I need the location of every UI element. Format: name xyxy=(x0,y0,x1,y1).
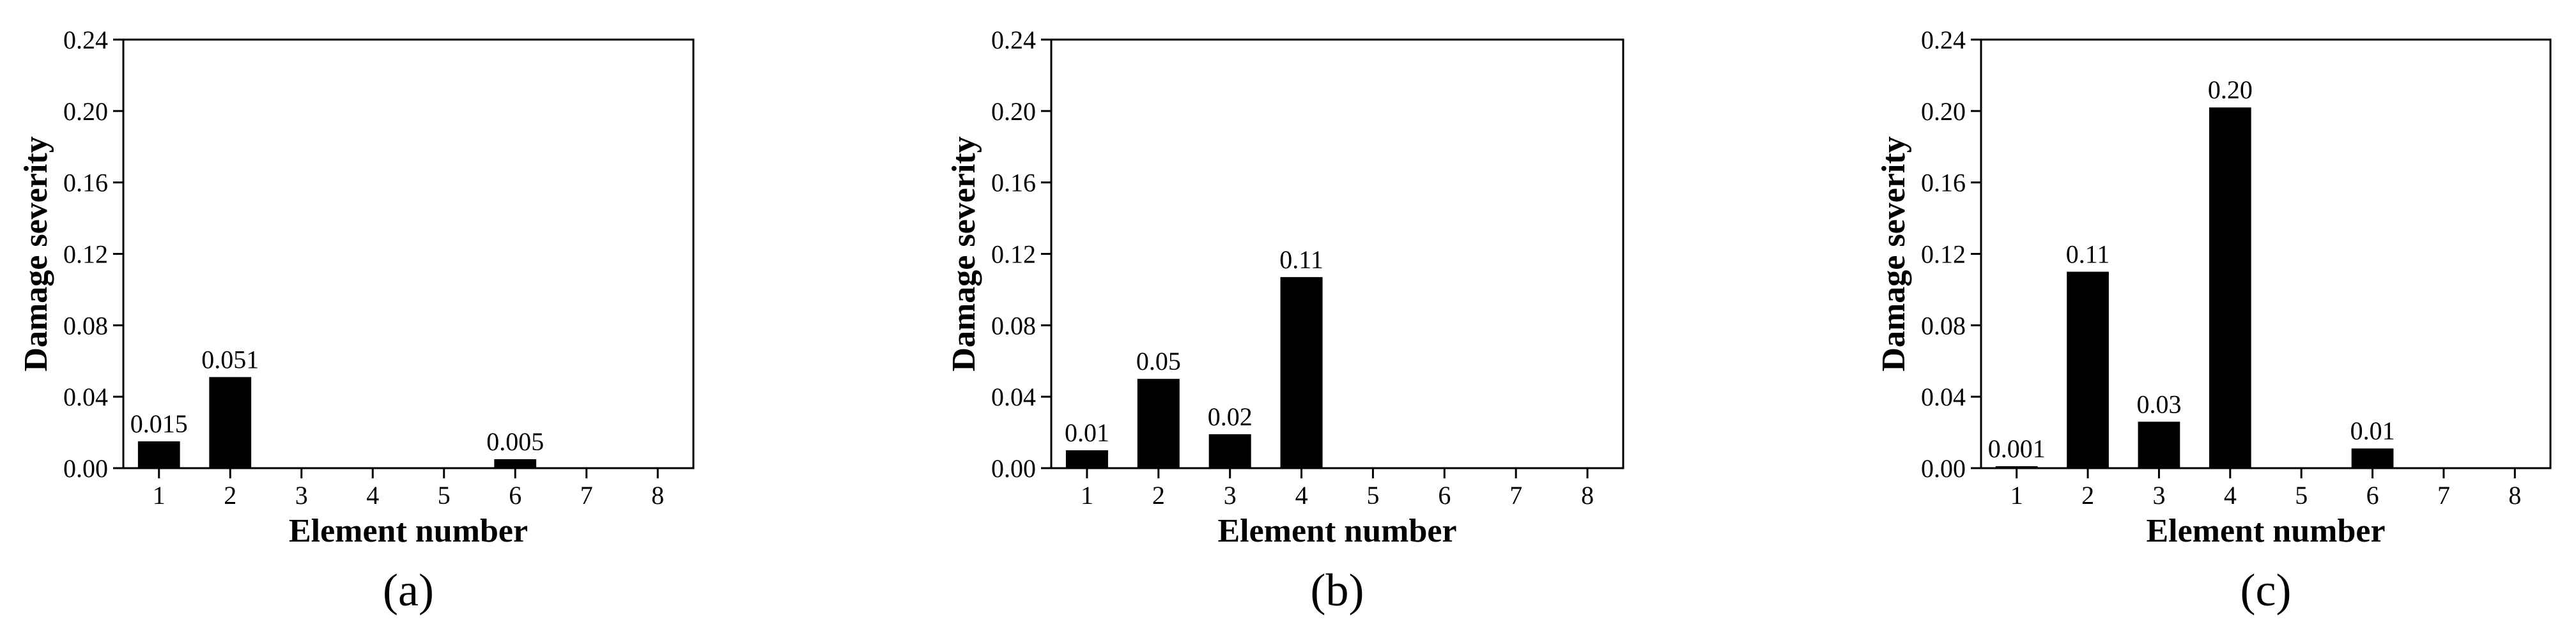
y-tick-label: 0.00 xyxy=(63,454,108,483)
y-tick-label: 0.12 xyxy=(991,240,1036,269)
y-tick-label: 0.08 xyxy=(991,311,1036,340)
x-tick-label: 8 xyxy=(2508,481,2521,510)
x-tick-label: 8 xyxy=(651,481,664,510)
x-tick-label: 7 xyxy=(2437,481,2450,510)
y-tick-label: 0.20 xyxy=(63,97,108,126)
chart-panel-1: 0.00 0.04 0.08 0.12 0.16 0.20 0.24 1 2 3 4 5 6 7 8 0.01… xyxy=(18,26,695,616)
bar-value-label: 0.11 xyxy=(2066,239,2110,268)
y-tick-label: 0.04 xyxy=(1921,383,1966,411)
panel-label: (b) xyxy=(1311,565,1364,616)
x-tick-label: 4 xyxy=(2224,481,2237,510)
y-tick-label: 0.20 xyxy=(1921,97,1966,126)
y-tick-label: 0.20 xyxy=(991,97,1036,126)
plot-frame xyxy=(122,38,695,469)
y-axis-title: Damage severity xyxy=(18,136,54,371)
bar-value-label: 0.015 xyxy=(130,409,188,438)
x-tick-label: 5 xyxy=(2295,481,2308,510)
bar-value-label: 0.051 xyxy=(201,345,259,374)
x-tick-label: 4 xyxy=(1295,481,1308,510)
y-tick-label: 0.12 xyxy=(1921,240,1966,269)
y-tick-label: 0.16 xyxy=(991,169,1036,197)
bar-value-label: 0.05 xyxy=(1136,347,1181,376)
y-axis-title: Damage severity xyxy=(1876,136,1912,371)
x-tick-label: 6 xyxy=(2366,481,2379,510)
x-tick-label: 3 xyxy=(2152,481,2165,510)
x-tick-label: 6 xyxy=(509,481,521,510)
bar-value-label: 0.001 xyxy=(1988,434,2046,463)
bar xyxy=(1280,277,1323,468)
y-tick-label: 0.00 xyxy=(991,454,1036,483)
bar xyxy=(2351,448,2394,468)
x-tick-label: 7 xyxy=(1509,481,1522,510)
chart-panel-2: 0.00 0.04 0.08 0.12 0.16 0.20 0.24 1 2 3 4 5 6 7 8 0.01… xyxy=(946,26,1624,616)
x-tick-label: 5 xyxy=(1366,481,1379,510)
x-tick-label: 4 xyxy=(366,481,379,510)
x-axis-title: Element number xyxy=(2146,513,2385,549)
chart-panel-3: 0.00 0.04 0.08 0.12 0.16 0.20 0.24 1 2 3 4 5 6 7 8 0.00… xyxy=(1876,26,2552,616)
x-tick-label: 2 xyxy=(224,481,236,510)
x-axis-title: Element number xyxy=(1217,513,1456,549)
y-tick-label: 0.00 xyxy=(1921,454,1966,483)
x-tick-label: 7 xyxy=(580,481,593,510)
y-tick-label: 0.04 xyxy=(63,383,108,411)
x-tick-label: 1 xyxy=(153,481,166,510)
x-tick-label: 3 xyxy=(295,481,308,510)
x-tick-label: 1 xyxy=(1081,481,1093,510)
y-tick-label: 0.24 xyxy=(1921,26,1966,54)
plot-frame xyxy=(1050,38,1624,469)
bar-value-label: 0.02 xyxy=(1208,402,1253,431)
panel-label: (c) xyxy=(2241,565,2292,616)
bar xyxy=(2067,271,2109,468)
y-tick-label: 0.16 xyxy=(1921,169,1966,197)
y-axis-title: Damage severity xyxy=(946,136,982,371)
bar xyxy=(209,377,252,468)
bar xyxy=(1065,450,1108,468)
bar xyxy=(2138,422,2180,468)
bar-value-label: 0.11 xyxy=(1279,245,1323,274)
panel-label: (a) xyxy=(383,565,434,616)
bar xyxy=(1995,466,2038,468)
x-tick-label: 5 xyxy=(438,481,451,510)
bar xyxy=(137,441,180,468)
x-tick-label: 3 xyxy=(1224,481,1237,510)
y-tick-label: 0.08 xyxy=(63,311,108,340)
bar-value-label: 0.01 xyxy=(2350,416,2395,445)
x-tick-label: 8 xyxy=(1581,481,1594,510)
x-tick-label: 1 xyxy=(2010,481,2023,510)
bar-value-label: 0.03 xyxy=(2136,390,2181,418)
x-tick-label: 6 xyxy=(1438,481,1451,510)
bar xyxy=(1137,379,1180,468)
bar xyxy=(494,459,537,468)
y-tick-label: 0.04 xyxy=(991,383,1036,411)
bar-value-label: 0.01 xyxy=(1065,418,1109,447)
bar-value-label: 0.20 xyxy=(2208,75,2253,104)
bar-value-label: 0.005 xyxy=(486,427,544,456)
bar xyxy=(2209,107,2251,468)
y-tick-label: 0.24 xyxy=(991,26,1036,54)
x-axis-title: Element number xyxy=(289,513,528,549)
y-tick-label: 0.16 xyxy=(63,169,108,197)
x-tick-label: 2 xyxy=(2081,481,2094,510)
y-tick-label: 0.12 xyxy=(63,240,108,269)
y-tick-label: 0.24 xyxy=(63,26,108,54)
bar xyxy=(1208,434,1251,468)
y-tick-label: 0.08 xyxy=(1921,311,1966,340)
x-tick-label: 2 xyxy=(1152,481,1165,510)
